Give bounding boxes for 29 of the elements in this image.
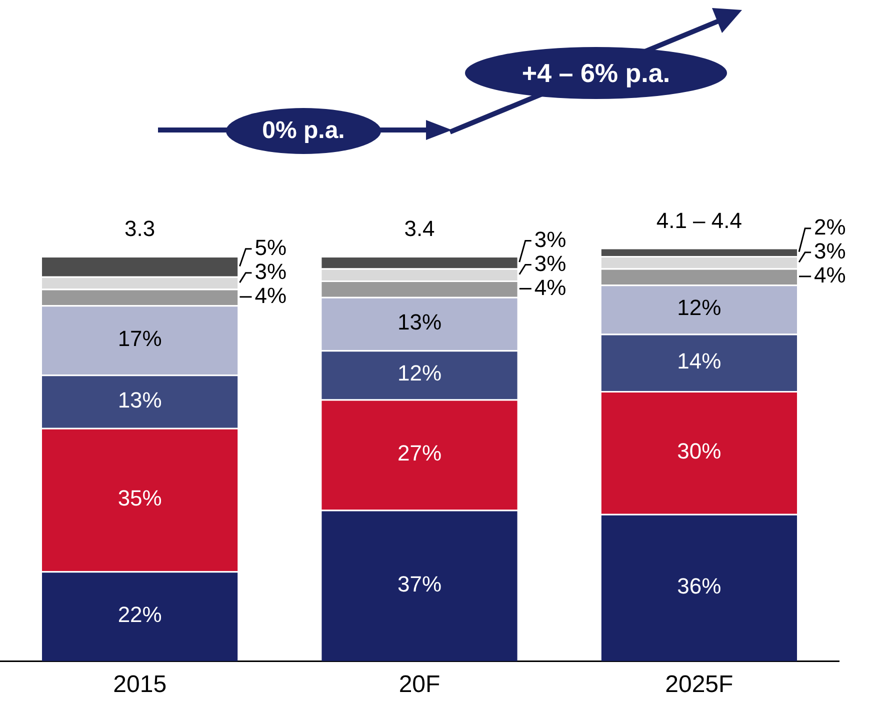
data-label: 14% [677,348,722,374]
data-label: 3% [814,238,846,264]
data-label: 3% [534,250,566,276]
data-label: 4% [254,282,287,308]
text: +4 – 6% p.a. [465,47,727,99]
x-tick-label: 2015 [113,671,167,698]
data-label: 4% [814,262,846,288]
data-label: 36% [677,574,722,599]
text: 3.3 [124,216,156,242]
data-label: 2% [814,214,846,240]
data-label: 5% [254,234,287,260]
data-label: 30% [677,438,722,464]
data-label: 35% [118,486,162,511]
data-label: 17% [118,326,162,351]
x-tick-label: 2025F [665,671,734,698]
data-label: 37% [397,572,442,597]
text: 0% p.a. [226,108,381,154]
data-label: 3% [254,258,287,284]
data-label: 27% [397,440,442,466]
data-label: 12% [397,360,442,386]
data-label: 13% [118,387,162,412]
x-tick-label: 20F [398,671,440,698]
text: 3.4 [404,216,435,242]
text: 4.1 – 4.4 [656,208,742,233]
data-label: 12% [677,295,722,320]
data-label: 22% [118,602,162,628]
data-label: 13% [397,310,442,335]
data-label: 3% [534,226,566,252]
data-label: 4% [534,274,566,300]
